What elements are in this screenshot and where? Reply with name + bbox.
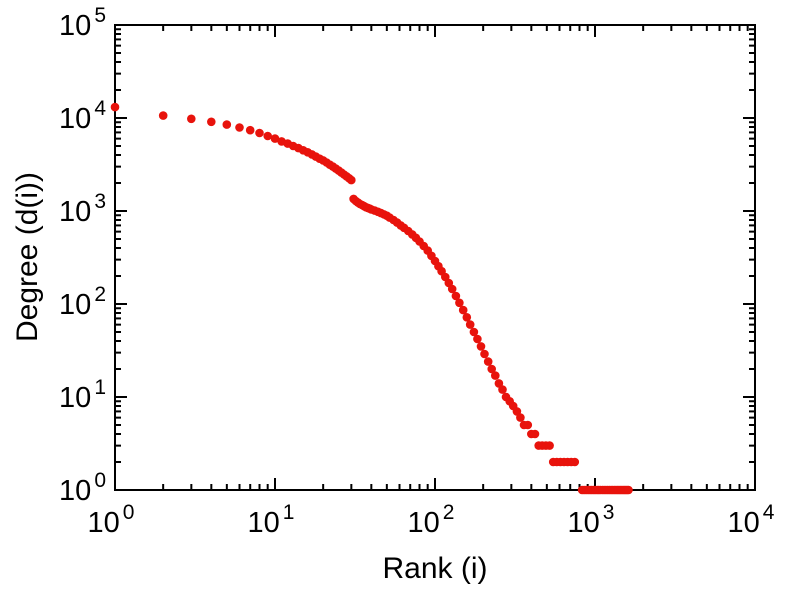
y-axis-title: Degree (d(i)): [11, 171, 44, 343]
svg-text:100: 10 0: [88, 501, 135, 539]
svg-text:103: 10 3: [568, 501, 615, 539]
svg-text:105: 10 5: [59, 4, 106, 42]
x-tick-labels: 10 0 10 1 10 2 10 3 10 4: [88, 501, 775, 539]
svg-text:101: 10 1: [248, 501, 295, 539]
svg-text:102: 10 2: [59, 283, 106, 321]
svg-text:104: 10 4: [59, 97, 106, 135]
svg-text:101: 10 1: [59, 376, 106, 414]
x-axis-title: Rank (i): [382, 552, 488, 585]
svg-text:100: 10 0: [59, 469, 106, 507]
svg-text:104: 10 4: [728, 501, 775, 539]
plot-frame: [114, 24, 756, 491]
svg-text:103: 10 3: [59, 190, 106, 228]
svg-text:102: 10 2: [408, 501, 455, 539]
scatter-points: [110, 102, 633, 495]
